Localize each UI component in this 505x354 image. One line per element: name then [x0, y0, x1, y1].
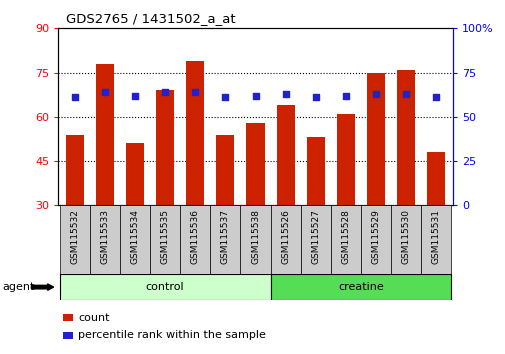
Bar [216, 135, 234, 205]
Bar [240, 205, 270, 274]
Bar [366, 73, 384, 205]
Text: GSM115536: GSM115536 [190, 209, 199, 264]
Text: GSM115529: GSM115529 [371, 209, 380, 264]
Bar [420, 205, 450, 274]
Text: count: count [78, 313, 110, 322]
Text: GSM115533: GSM115533 [100, 209, 109, 264]
Text: GSM115530: GSM115530 [401, 209, 410, 264]
Bar [156, 90, 174, 205]
Bar [180, 205, 210, 274]
Text: control: control [145, 282, 184, 292]
Point [131, 93, 139, 98]
Bar [186, 61, 204, 205]
Point [71, 95, 79, 100]
Bar [95, 64, 114, 205]
Point [281, 91, 289, 97]
Bar [126, 143, 144, 205]
Bar [306, 137, 324, 205]
Text: GSM115535: GSM115535 [160, 209, 169, 264]
Bar [210, 205, 240, 274]
Point [221, 95, 229, 100]
Text: GDS2765 / 1431502_a_at: GDS2765 / 1431502_a_at [66, 12, 235, 25]
Bar [360, 205, 390, 274]
Bar [270, 205, 300, 274]
Bar [150, 205, 180, 274]
Bar [396, 70, 415, 205]
Text: percentile rank within the sample: percentile rank within the sample [78, 330, 266, 340]
Point [341, 93, 349, 98]
Point [161, 89, 169, 95]
Text: GSM115538: GSM115538 [250, 209, 260, 264]
Point [251, 93, 259, 98]
Bar [426, 152, 444, 205]
Point [311, 95, 319, 100]
Bar [276, 105, 294, 205]
Bar [60, 205, 90, 274]
Point [100, 89, 109, 95]
Text: GSM115527: GSM115527 [311, 209, 320, 264]
Point [371, 91, 379, 97]
Bar [120, 205, 150, 274]
Bar [60, 274, 270, 300]
Text: GSM115526: GSM115526 [281, 209, 289, 264]
Point [431, 95, 439, 100]
Text: GSM115537: GSM115537 [221, 209, 229, 264]
Bar [300, 205, 330, 274]
Bar [270, 274, 450, 300]
Text: GSM115531: GSM115531 [431, 209, 440, 264]
Text: GSM115532: GSM115532 [70, 209, 79, 264]
Point [191, 89, 199, 95]
Bar [336, 114, 354, 205]
Text: GSM115534: GSM115534 [130, 209, 139, 264]
Text: creatine: creatine [337, 282, 383, 292]
Bar [330, 205, 360, 274]
Bar [390, 205, 420, 274]
Text: GSM115528: GSM115528 [341, 209, 350, 264]
Bar [90, 205, 120, 274]
Text: agent: agent [3, 282, 35, 292]
Bar [246, 123, 264, 205]
Bar [66, 135, 84, 205]
Point [401, 91, 410, 97]
